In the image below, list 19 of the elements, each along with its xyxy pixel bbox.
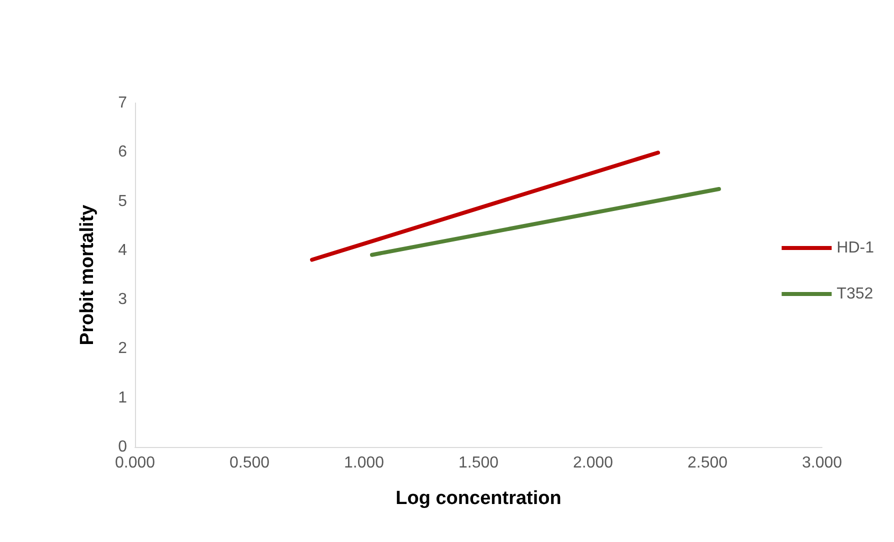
y-axis-title: Probit mortality — [77, 204, 98, 346]
y-tick-label: 4 — [118, 242, 128, 259]
y-tick-label: 0 — [118, 438, 128, 456]
y-tick-label: 3 — [118, 291, 128, 308]
x-tick-label: 2.000 — [572, 454, 614, 472]
x-tick-label: 3.000 — [802, 454, 842, 472]
y-tick-label: 5 — [118, 192, 128, 210]
legend-label: HD-1 — [836, 240, 874, 256]
x-axis-title: Log concentration — [396, 488, 562, 509]
y-tick-label: 2 — [118, 340, 128, 358]
y-tick-label: 6 — [118, 144, 128, 161]
x-tick-label: 1.500 — [458, 454, 499, 472]
x-tick-label: 1.000 — [344, 454, 384, 472]
legend-label: T352 — [836, 286, 874, 302]
x-tick-label: 2.500 — [687, 454, 728, 472]
x-tick-label: 0.000 — [114, 454, 156, 472]
y-tick-label: 1 — [118, 389, 128, 406]
x-tick-label: 0.500 — [229, 454, 270, 472]
y-tick-label: 7 — [118, 94, 128, 112]
